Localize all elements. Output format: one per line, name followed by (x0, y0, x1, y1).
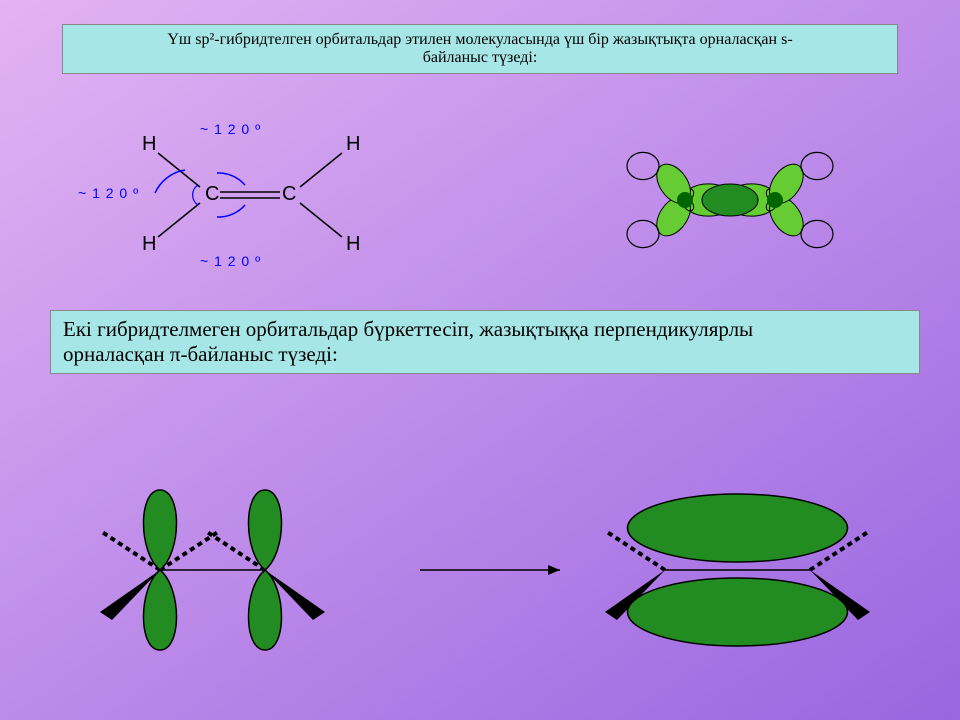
angle-bottom: ~ 1 2 0 º (200, 253, 261, 269)
caption-pi: Екі гибридтелмеген орбитальдар бүркеттес… (50, 310, 920, 374)
atom-h-tl: H (142, 133, 156, 156)
caption-sigma-line2: байланыс түзеді: (75, 49, 885, 67)
caption-pi-line1: Екі гибридтелмеген орбитальдар бүркеттес… (63, 317, 907, 342)
angle-left: ~ 1 2 0 º (78, 185, 139, 201)
atom-h-br: H (346, 233, 360, 256)
pi-svg (40, 430, 920, 680)
angle-top: ~ 1 2 0 º (200, 121, 261, 137)
ethylene-bond-angle-diagram: C C H H H H ~ 1 2 0 º ~ 1 2 0 º ~ 1 2 0 … (50, 115, 430, 275)
caption-pi-line2: орналасқан π-байланыс түзеді: (63, 342, 907, 367)
caption-sigma: Үш sp²-гибридтелген орбитальдар этилен м… (62, 24, 898, 74)
atom-c-right: C (282, 183, 296, 206)
pi-bond-diagram (40, 430, 920, 680)
caption-sigma-line1: Үш sp²-гибридтелген орбитальдар этилен м… (75, 31, 885, 49)
atom-h-tr: H (346, 133, 360, 156)
sp2-svg (570, 130, 890, 270)
sp2-orbital-diagram (570, 130, 890, 270)
atom-c-left: C (205, 183, 219, 206)
atom-h-bl: H (142, 233, 156, 256)
slide: Үш sp²-гибридтелген орбитальдар этилен м… (0, 0, 960, 720)
